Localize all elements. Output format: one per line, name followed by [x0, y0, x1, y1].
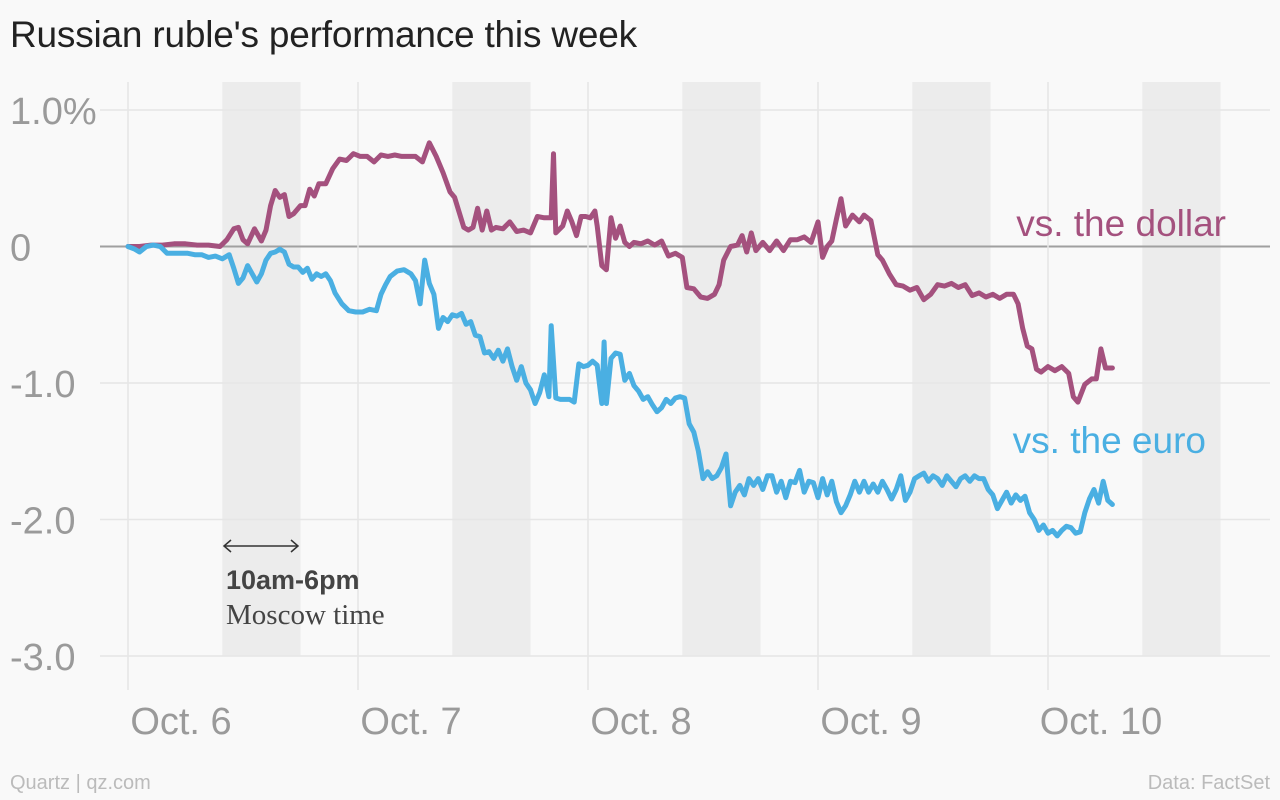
series-label-dollar: vs. the dollar — [1016, 203, 1226, 244]
annotation-arrow-left-head — [222, 539, 232, 553]
chart-grid — [100, 82, 1270, 690]
chart-title: Russian ruble's performance this week — [10, 14, 637, 55]
session-shade-1 — [452, 82, 531, 656]
annotation-timezone: Moscow time — [226, 599, 385, 631]
series-lines — [125, 140, 1115, 539]
y-tick-label: -1.0 — [10, 364, 75, 406]
x-tick-label: Oct. 8 — [590, 701, 691, 743]
series-line-euro — [125, 242, 1115, 539]
series-labels: vs. the dollar vs. the euro — [1013, 203, 1226, 461]
series-line-dollar — [125, 140, 1115, 405]
session-annotation: 10am-6pm Moscow time — [222, 539, 385, 631]
session-shade-4 — [1142, 82, 1221, 656]
annotation-hours: 10am-6pm — [226, 565, 360, 595]
y-tick-label: -2.0 — [10, 501, 75, 543]
x-tick-label: Oct. 7 — [360, 701, 461, 743]
y-axis-ticks: 1.0% 0 -1.0 -2.0 -3.0 — [10, 91, 97, 679]
session-shade-2 — [682, 82, 761, 656]
x-tick-label: Oct. 10 — [1040, 701, 1163, 743]
x-tick-label: Oct. 6 — [130, 701, 231, 743]
footer-source-right: Data: FactSet — [1147, 772, 1270, 794]
session-shade-3 — [912, 82, 991, 656]
x-axis-ticks: Oct. 6 Oct. 7 Oct. 8 Oct. 9 Oct. 10 — [130, 701, 1162, 743]
y-tick-label: 1.0% — [10, 91, 97, 133]
y-tick-label: 0 — [10, 228, 31, 270]
annotation-arrow-right-head — [290, 539, 300, 553]
x-tick-label: Oct. 9 — [820, 701, 921, 743]
trading-session-shading — [222, 82, 1221, 656]
session-shade-0 — [222, 82, 301, 656]
footer-source-left: Quartz | qz.com — [10, 772, 151, 794]
series-label-euro: vs. the euro — [1013, 420, 1206, 461]
y-tick-label: -3.0 — [10, 637, 75, 679]
